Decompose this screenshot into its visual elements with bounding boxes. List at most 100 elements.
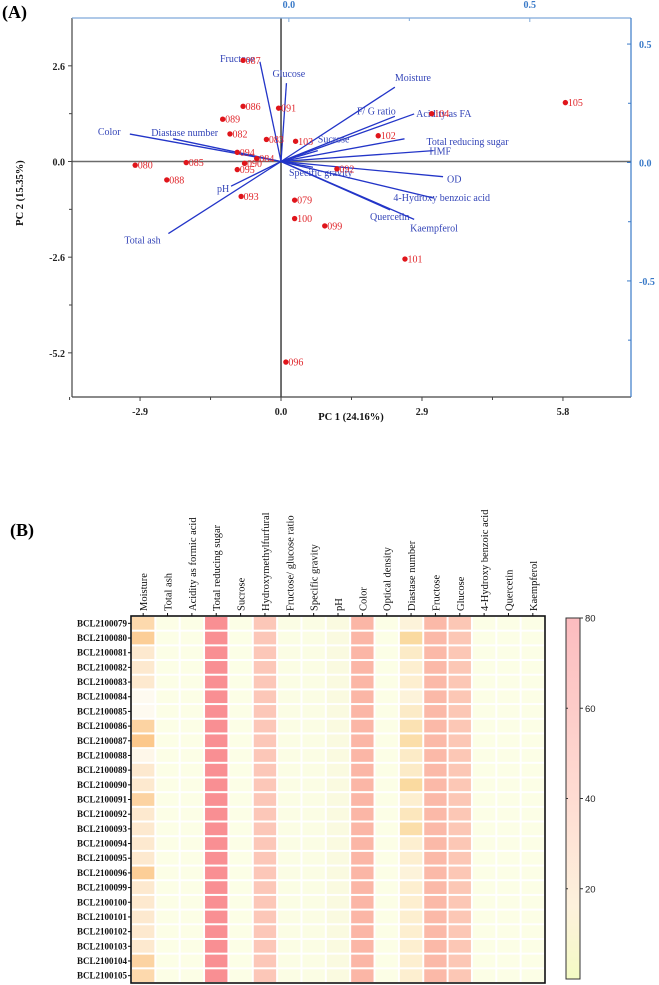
loading-label: Fructose: [220, 54, 255, 65]
heatmap-cell: [472, 822, 496, 836]
heatmap-cell: [448, 793, 471, 806]
heatmap-cell: [448, 675, 471, 689]
heatmap-cell: [180, 705, 204, 718]
heatmap-cell: [521, 895, 544, 909]
heatmap-cell: [497, 925, 520, 938]
heatmap-cell: [375, 690, 398, 704]
heatmap-cell: [448, 851, 471, 865]
heatmap-cell: [156, 837, 179, 850]
heatmap-cell: [521, 910, 544, 924]
heatmap-cell: [180, 617, 204, 630]
heatmap-cell: [424, 778, 447, 792]
heatmap-cell: [497, 969, 520, 982]
heatmap-cell: [351, 631, 374, 645]
heatmap-cell: [399, 837, 423, 850]
heatmap-cell: [205, 617, 228, 630]
heatmap-cell: [521, 675, 544, 689]
score-point: [275, 105, 282, 111]
heatmap-cell: [448, 866, 471, 880]
loading-label: 4-Hydroxy benzoic acid: [393, 193, 490, 204]
heatmap-cell: [156, 866, 179, 880]
heatmap-cell: [253, 793, 277, 806]
heatmap-cell: [399, 895, 423, 909]
colorbar: 80 60 40 20: [565, 614, 596, 980]
heatmap-cell: [448, 895, 471, 909]
heatmap-cell: [448, 954, 471, 968]
heatmap-cell: [497, 881, 520, 894]
loading-vector: [280, 115, 396, 163]
heatmap-cell: [132, 675, 155, 689]
heatmap-cell: [326, 646, 350, 660]
heatmap-cell: [424, 807, 447, 821]
heatmap-cell: [156, 690, 179, 704]
heatmap-cell: [521, 866, 544, 880]
column-label: Moisture: [139, 573, 150, 611]
heatmap-cell: [424, 910, 447, 924]
column-label: Total reducing sugar: [212, 524, 223, 611]
heatmap-cell: [424, 881, 447, 894]
row-label: BCL2100100: [77, 897, 128, 907]
loading-label: Kaempferol: [410, 223, 458, 234]
heatmap-cell: [156, 881, 179, 894]
heatmap-cell: [132, 866, 155, 880]
score-label: 103: [298, 137, 313, 148]
heatmap-cell: [156, 749, 179, 762]
heatmap-cell: [424, 939, 447, 953]
heatmap-cell: [326, 866, 350, 880]
heatmap-cell: [351, 763, 374, 777]
heatmap-cell: [472, 939, 496, 953]
heatmap-cell: [302, 793, 325, 806]
heatmap-cell: [424, 705, 447, 718]
score-label: 086: [246, 102, 261, 113]
heatmap-cell: [302, 763, 325, 777]
score-label: 090: [247, 159, 262, 170]
heatmap-cell: [180, 851, 204, 865]
heatmap-cell: [424, 763, 447, 777]
heatmap-cell: [424, 954, 447, 968]
score-label: 093: [244, 192, 259, 203]
heatmap-cell: [326, 705, 350, 718]
heatmap-cell: [180, 969, 204, 982]
row-label: BCL2100096: [77, 868, 128, 878]
heatmap-cell: [472, 793, 496, 806]
heatmap-cell: [229, 925, 252, 938]
heatmap-cell: [351, 617, 374, 630]
score-point: [263, 136, 270, 143]
heatmap-cell: [302, 837, 325, 850]
heatmap-cell: [472, 705, 496, 718]
heatmap-cell: [253, 734, 277, 748]
heatmap-cell: [424, 749, 447, 762]
heatmap-cell: [326, 749, 350, 762]
colorbar-tick-label: 80: [585, 614, 596, 625]
row-label: BCL2100099: [77, 883, 128, 893]
heatmap-cell: [351, 719, 374, 733]
colorbar-tick-label: 20: [585, 884, 596, 895]
heatmap-cell: [375, 646, 398, 660]
heatmap-cell: [521, 881, 544, 894]
score-point: [375, 133, 381, 139]
column-label: Glucose: [456, 576, 467, 611]
heatmap-cell: [326, 925, 350, 938]
heatmap-cells: [132, 617, 544, 982]
heatmap-cell: [424, 969, 447, 982]
heatmap-cell: [472, 661, 496, 674]
heatmap-cell: [472, 646, 496, 660]
heatmap-cell: [278, 617, 301, 630]
heatmap-cell: [278, 705, 301, 718]
score-point: [164, 177, 170, 183]
loading-vector: [280, 113, 415, 163]
heatmap-cell: [399, 778, 423, 792]
score-label: 088: [169, 175, 184, 186]
heatmap-cell: [156, 793, 179, 806]
heatmap-cell: [497, 793, 520, 806]
heatmap-cell: [326, 851, 350, 865]
heatmap-cell: [424, 866, 447, 880]
loading-label: Total ash: [124, 236, 160, 247]
row-label: BCL2100090: [77, 780, 128, 790]
heatmap-cell: [448, 837, 471, 850]
heatmap-cell: [375, 763, 398, 777]
heatmap-cell: [156, 969, 179, 982]
loading-vector: [280, 86, 396, 163]
heatmap-cell: [253, 895, 277, 909]
heatmap-cell: [278, 719, 301, 733]
